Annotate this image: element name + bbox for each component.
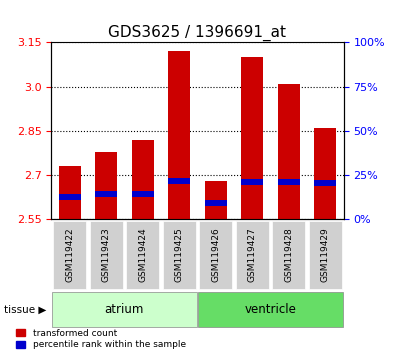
Text: GSM119426: GSM119426 <box>211 228 220 282</box>
Bar <box>168 178 190 184</box>
Bar <box>95 192 117 197</box>
Legend: transformed count, percentile rank within the sample: transformed count, percentile rank withi… <box>16 329 186 349</box>
Text: GSM119423: GSM119423 <box>102 228 111 282</box>
Bar <box>59 194 81 200</box>
FancyBboxPatch shape <box>52 292 197 327</box>
Bar <box>95 152 117 219</box>
Bar <box>278 84 300 219</box>
Text: tissue ▶: tissue ▶ <box>4 305 46 315</box>
FancyBboxPatch shape <box>273 221 305 289</box>
Bar <box>314 179 336 185</box>
Text: GSM119428: GSM119428 <box>284 228 293 282</box>
Text: GSM119429: GSM119429 <box>321 228 330 282</box>
FancyBboxPatch shape <box>90 221 122 289</box>
Text: GSM119427: GSM119427 <box>248 228 257 282</box>
FancyBboxPatch shape <box>198 292 343 327</box>
FancyBboxPatch shape <box>236 221 269 289</box>
Bar <box>168 51 190 219</box>
Bar <box>205 200 227 206</box>
FancyBboxPatch shape <box>309 221 342 289</box>
FancyBboxPatch shape <box>126 221 159 289</box>
Text: atrium: atrium <box>105 303 144 316</box>
Bar <box>241 179 263 185</box>
Bar <box>241 57 263 219</box>
Bar <box>278 179 300 185</box>
Text: ventricle: ventricle <box>245 303 297 316</box>
FancyBboxPatch shape <box>163 221 196 289</box>
Bar <box>59 166 81 219</box>
Bar <box>314 128 336 219</box>
Text: GSM119424: GSM119424 <box>138 228 147 282</box>
Text: GDS3625 / 1396691_at: GDS3625 / 1396691_at <box>109 25 286 41</box>
Text: GSM119422: GSM119422 <box>65 228 74 282</box>
Bar <box>205 181 227 219</box>
FancyBboxPatch shape <box>199 221 232 289</box>
Bar <box>132 192 154 197</box>
Bar <box>132 140 154 219</box>
FancyBboxPatch shape <box>53 221 86 289</box>
Text: GSM119425: GSM119425 <box>175 228 184 282</box>
